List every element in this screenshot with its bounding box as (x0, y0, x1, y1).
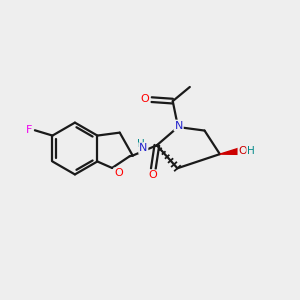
Text: N: N (139, 143, 148, 153)
Text: O: O (141, 94, 149, 104)
Text: N: N (174, 121, 183, 130)
Text: F: F (26, 125, 33, 135)
Text: O: O (238, 146, 247, 156)
Text: H: H (137, 139, 145, 149)
Polygon shape (220, 148, 240, 154)
Text: H: H (247, 146, 255, 156)
Text: O: O (148, 170, 157, 180)
Text: O: O (114, 168, 123, 178)
